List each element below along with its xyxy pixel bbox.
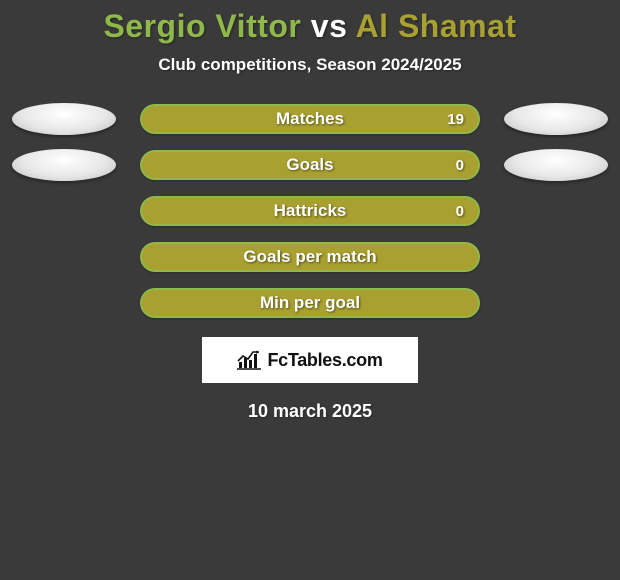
page-title: Sergio Vittor vs Al Shamat	[0, 8, 620, 45]
stat-value-right: 19	[447, 111, 464, 128]
stat-row: Goals per match	[0, 241, 620, 273]
chart-icon	[237, 350, 261, 370]
stat-bar: Matches 19	[140, 104, 480, 134]
player2-marker	[504, 103, 608, 135]
stat-row: Matches 19	[0, 103, 620, 135]
stat-row: Goals 0	[0, 149, 620, 181]
logo-text: FcTables.com	[267, 350, 382, 371]
player2-name: Al Shamat	[356, 8, 517, 44]
comparison-card: Sergio Vittor vs Al Shamat Club competit…	[0, 0, 620, 422]
stat-bar: Hattricks 0	[140, 196, 480, 226]
player1-marker	[12, 103, 116, 135]
date-label: 10 march 2025	[0, 401, 620, 422]
stat-row: Hattricks 0	[0, 195, 620, 227]
stat-bar: Goals per match	[140, 242, 480, 272]
stat-bar: Goals 0	[140, 150, 480, 180]
subtitle: Club competitions, Season 2024/2025	[0, 55, 620, 75]
stat-label: Matches	[276, 109, 344, 129]
stat-value-right: 0	[456, 157, 464, 174]
stat-rows: Matches 19 Goals 0 Hattricks 0 Goals per match…	[0, 103, 620, 319]
player1-name: Sergio Vittor	[103, 8, 301, 44]
stat-row: Min per goal	[0, 287, 620, 319]
stat-label: Min per goal	[260, 293, 360, 313]
stat-label: Hattricks	[274, 201, 347, 221]
stat-label: Goals per match	[243, 247, 376, 267]
stat-label: Goals	[286, 155, 333, 175]
logo-box: FcTables.com	[202, 337, 418, 383]
vs-label: vs	[311, 8, 348, 44]
stat-value-right: 0	[456, 203, 464, 220]
player1-marker	[12, 149, 116, 181]
player2-marker	[504, 149, 608, 181]
stat-bar: Min per goal	[140, 288, 480, 318]
